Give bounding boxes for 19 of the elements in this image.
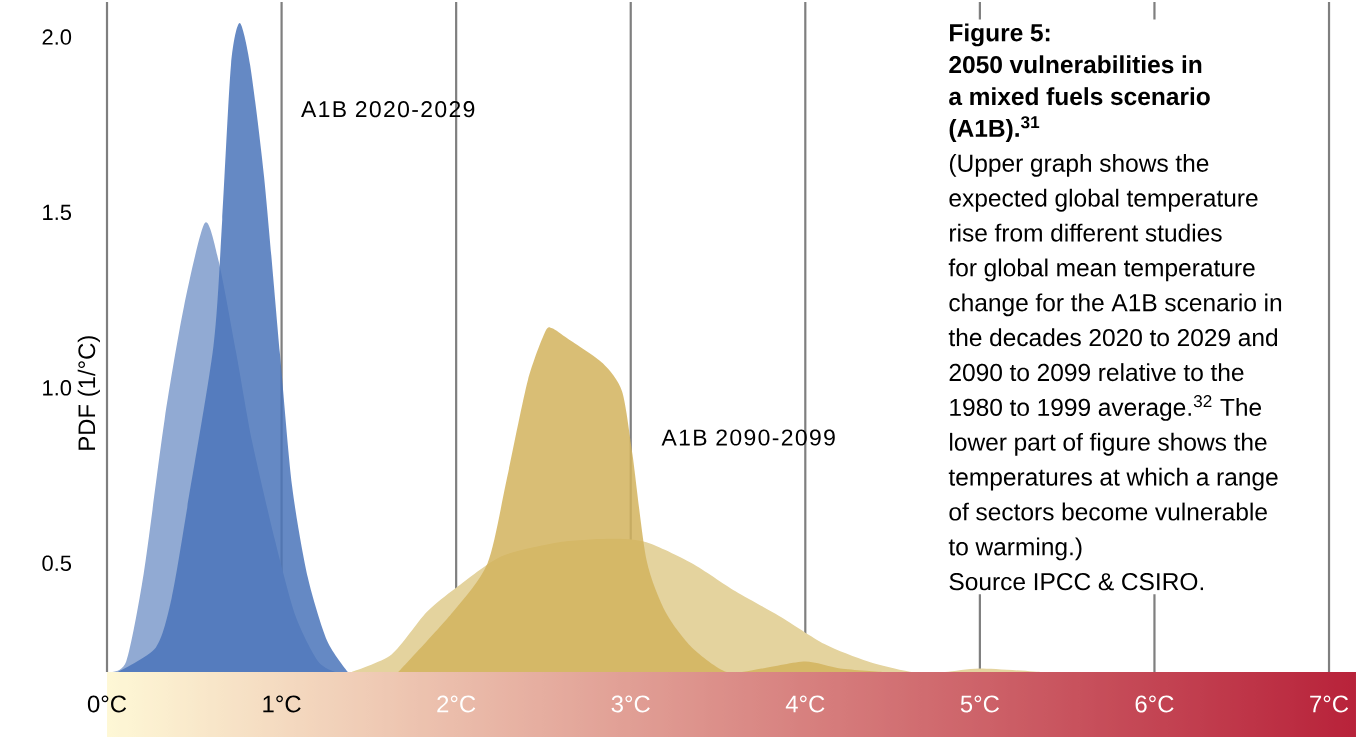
annotation: A1B 2020-2029 — [301, 101, 475, 118]
x-tick-label: 5°C — [960, 695, 1000, 713]
annotation: Source IPCC & CSIRO. — [949, 573, 1204, 591]
text: Figure 5: — [950, 23, 1050, 47]
x-tick-label: 6°C — [1135, 695, 1174, 713]
x-tick-label: 1°C — [263, 695, 301, 713]
x-tick-label: 7°C — [1310, 695, 1349, 713]
text: 2050 vulnerabilities in a mixed fuels scenario (A1B).$^{31}$ — [949, 55, 1210, 142]
y-axis-title: PDF (1/°C) — [77, 336, 100, 450]
y-tick-label: 0.5 — [42, 555, 72, 572]
y-tick-label: 1.5 — [43, 204, 72, 221]
y-tick-label: 1.0 — [43, 380, 72, 396]
x-tick-label: 4°C — [785, 695, 825, 713]
x-tick-label: 3°C — [611, 695, 650, 713]
annotation: A1B 2090-2099 — [661, 429, 835, 446]
x-tick-label: 0°C — [87, 695, 127, 713]
x-tick-label: 2°C — [437, 695, 476, 713]
y-tick-label: 2.0 — [42, 29, 72, 45]
text: (Upper graph shows the expected global temperature rise from different studies for global mean temperature change for the A1B scenario in the decades 2020 to 2029 and 2090 to 2099 relative to the 1980 to 1999 average.$^{32}$ The lower part of figure shows the temperatures at which a range of sectors become vulnerable to warming.) — [948, 153, 1282, 561]
